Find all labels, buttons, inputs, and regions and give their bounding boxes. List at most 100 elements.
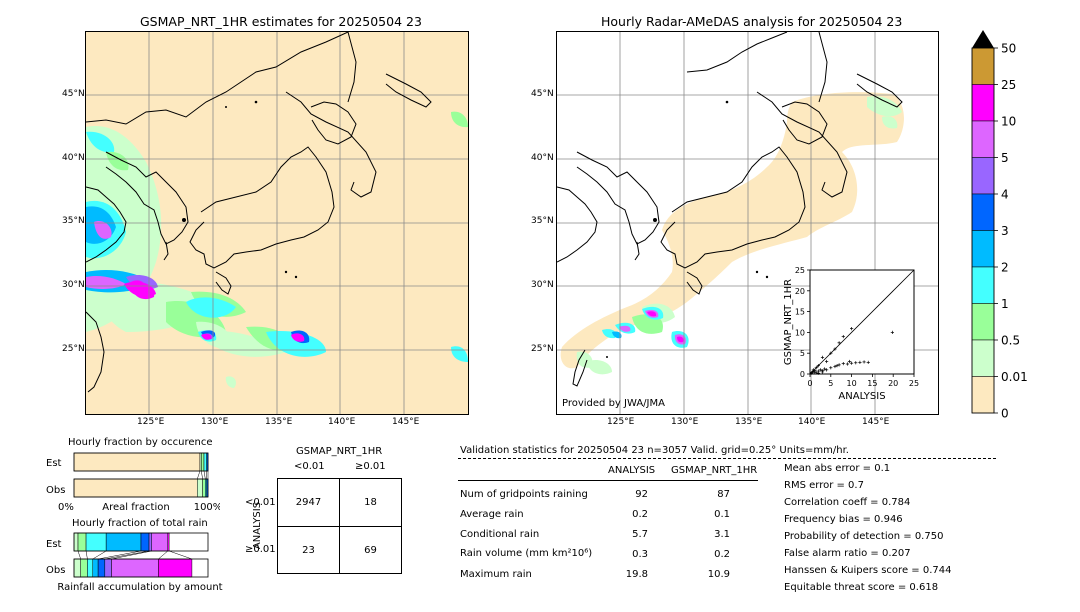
contingency-title: GSMAP_NRT_1HR [296,446,383,457]
rain-fraction-xlabel: Rainfall accumulation by amount [57,582,222,593]
scatter-point [862,360,866,364]
scatter-point [825,359,829,364]
left-lon-label-130: 130°E [201,417,229,427]
scatter-point [816,364,820,368]
left-map-panel [85,31,469,415]
occurrence-connector [203,470,206,480]
left-lat-label-30: 30°N [62,280,85,290]
rain-fraction-label-obs: Obs [46,565,65,576]
rain-fraction-bar-segment [104,558,112,578]
contingency-cell-hit: 69 [364,545,377,556]
scatter-xtick-label: 15 [867,379,877,388]
colorbar-label: 0.01 [1001,370,1028,384]
scatter-point [866,360,870,364]
contingency-col-ge: ≥0.01 [355,461,386,472]
right-lon-label-130: 130°E [671,417,699,427]
occurrence-bar-frame [73,478,209,498]
left-precip-map [86,32,468,414]
validation-row-label: Num of gridpoints raining [460,489,588,500]
occurrence-bar-segment [73,452,201,472]
scatter-inset: 0 5 10 15 20 25 0 5 10 15 20 25 ANALYSIS GSMAP_NRT… [783,266,919,402]
scatter-point [841,334,845,339]
occurrence-bar-segment [202,478,206,498]
right-map-title: Hourly Radar-AMeDAS analysis for 2025050… [601,14,903,29]
colorbar-label: 4 [1001,188,1009,202]
rain-fraction-bar-segment [105,532,142,552]
score-mean-abs-error: Mean abs error = 0.1 [784,463,891,474]
validation-row-analysis: 0.3 [632,549,648,560]
scatter-point [854,361,858,365]
right-lat-label-30: 30°N [531,280,554,290]
score-far: False alarm ratio = 0.207 [784,548,911,559]
contingency-cell-hit-none: 2947 [295,497,322,508]
left-lat-label-25: 25°N [62,344,85,354]
validation-row-gsmap: 87 [717,489,730,500]
right-lon-label-145: 145°E [862,417,890,427]
scatter-diagonal [809,269,915,375]
right-lat-label-35: 35°N [531,216,554,226]
colorbar-label: 10 [1001,115,1016,129]
rain-fraction-bar-segment [167,532,170,552]
right-lat-label-25: 25°N [531,344,554,354]
scatter-point [814,371,818,375]
scatter-xtick-label: 0 [807,379,812,388]
left-map-title: GSMAP_NRT_1HR estimates for 20250504 23 [140,14,422,29]
colorbar-swatch [971,339,995,377]
validation-header: Validation statistics for 20250504 23 n=… [460,445,849,456]
scatter-xtick-label: 25 [909,379,919,388]
scatter-point [825,368,829,372]
colorbar-swatch [971,266,995,304]
scatter-point [858,360,862,364]
rain-fraction-connector [169,550,193,560]
colorbar-swatch [971,157,995,195]
colorbar-label: 2 [1001,261,1009,275]
score-correlation: Correlation coeff = 0.784 [784,497,911,508]
occurrence-bar-segment [203,452,207,472]
rain-fraction-connector [85,550,88,560]
rain-fraction-bar-segment [87,558,94,578]
validation-col-gsmap: GSMAP_NRT_1HR [671,465,758,476]
scatter-point [833,347,837,351]
validation-row-analysis: 19.8 [625,569,648,580]
rain-fraction-connector [111,550,152,560]
rain-fraction-bar-segment [80,558,88,578]
occurrence-connector [197,470,201,480]
scatter-point [841,362,845,366]
rain-fraction-bar-segment [148,532,152,552]
occurrence-bar-segment [197,478,203,498]
rain-fraction-bar-segment [85,532,107,552]
scatter-point [835,364,839,368]
colorbar-swatch [971,376,995,414]
rain-fraction-label-est: Est [46,539,62,550]
rain-fraction-bar-segment [140,532,150,552]
rain-fraction-bar-segment [111,558,159,578]
rain-fraction-connector [77,550,81,560]
left-lon-label-145: 145°E [392,417,420,427]
contingency-hline [278,526,401,527]
validation-row-gsmap: 3.1 [714,529,730,540]
left-lon-label-135: 135°E [265,417,293,427]
colorbar-label: 0 [1001,407,1009,421]
left-lat-label-35: 35°N [62,216,85,226]
scatter-point [829,351,833,355]
scatter-point [829,366,833,370]
validation-col-analysis: ANALYSIS [608,465,656,476]
colorbar-label: 0.5 [1001,334,1020,348]
scatter-point [837,341,841,345]
validation-row-gsmap: 0.1 [714,509,730,520]
validation-row-analysis: 5.7 [632,529,648,540]
scatter-point [837,363,841,367]
validation-table-rule [458,480,758,481]
scatter-ytick-label: 5 [800,349,805,358]
validation-row-analysis: 0.2 [632,509,648,520]
score-hk: Hanssen & Kuipers score = 0.744 [784,565,952,576]
scatter-xlabel: ANALYSIS [838,391,885,402]
rain-fraction-chart-title: Hourly fraction of total rain [72,518,208,529]
validation-header-rule [458,458,996,459]
score-rms-error: RMS error = 0.7 [784,480,864,491]
occurrence-label-est: Est [46,458,62,469]
left-lat-label-40: 40°N [62,153,85,163]
colorbar-swatch [971,120,995,158]
contingency-cell-miss: 23 [302,545,315,556]
occurrence-xlabel: Areal fraction [102,502,169,513]
